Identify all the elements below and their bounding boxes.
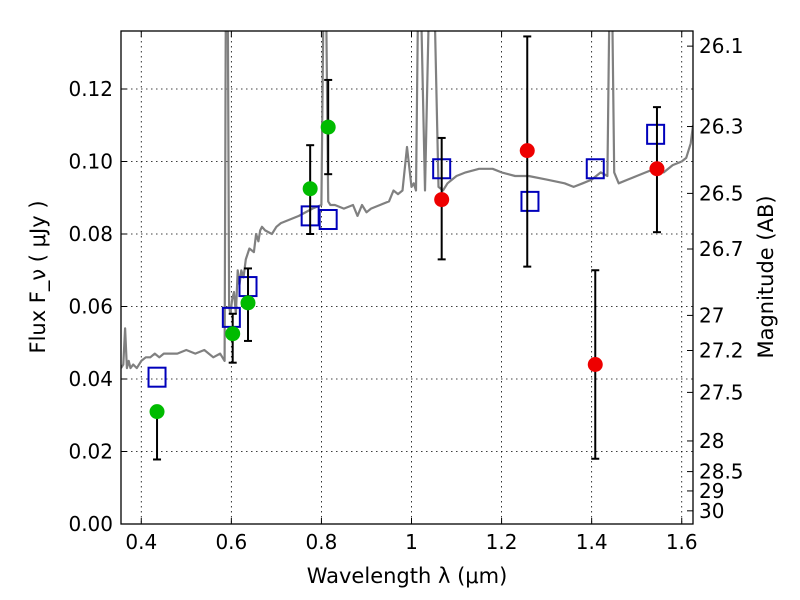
model-photometry-square xyxy=(318,209,338,230)
x-tick-label: 0.8 xyxy=(306,530,338,554)
y-tick-label: 0.04 xyxy=(68,367,113,391)
mag-tick-label: 27.5 xyxy=(699,380,744,404)
x-tick-label: 1 xyxy=(405,530,418,554)
mag-tick-label: 28.5 xyxy=(699,460,744,484)
model-photometry-square xyxy=(147,366,167,388)
y-tick-label: 0.08 xyxy=(68,222,113,246)
observed-photometry-point xyxy=(587,357,603,372)
y-tick-label: 0.00 xyxy=(68,512,113,536)
observed-photometry-point xyxy=(320,119,336,135)
x-tick-label: 1.6 xyxy=(666,530,698,554)
mag-tick-label: 26.3 xyxy=(699,115,744,139)
y-tick-label: 0.06 xyxy=(68,295,113,319)
x-tick-label: 1.4 xyxy=(576,530,608,554)
observed-photometry-point xyxy=(240,295,256,311)
y-axis-title-right-text: Magnitude (AB) xyxy=(754,195,778,358)
mag-tick-label: 30 xyxy=(699,499,724,523)
plot-frame xyxy=(120,30,694,525)
x-axis-title: Wavelength λ (μm) xyxy=(307,564,508,588)
mag-tick-label: 28 xyxy=(699,429,724,453)
observed-photometry-point xyxy=(149,404,165,420)
ticks: 0.4 0.6 0.8 1 1.2 1.4 1.6 0.00 0.02 0.04 0.06 0.08 0… xyxy=(68,31,744,554)
observed-photometry-point xyxy=(225,326,241,342)
mag-tick-label: 26.5 xyxy=(699,181,744,205)
y-tick-label: 0.02 xyxy=(68,440,113,464)
marker-layer xyxy=(147,35,666,461)
model-photometry-square xyxy=(646,123,666,145)
y-axis-title-left-text: Flux F_ν ( μJy ) xyxy=(26,200,51,353)
template-spectrum-line xyxy=(121,31,693,370)
y-axis-title-right: Magnitude (AB) xyxy=(754,195,778,358)
x-tick-label: 1.2 xyxy=(486,530,518,554)
mag-tick-label: 29 xyxy=(699,479,724,503)
observed-photometry-point xyxy=(649,161,665,177)
y-tick-label: 0.10 xyxy=(68,150,113,174)
mag-tick-label: 27.2 xyxy=(699,338,744,362)
x-axis-title-text: Wavelength λ (μm) xyxy=(307,564,508,588)
x-tick-label: 0.6 xyxy=(215,530,247,554)
observed-photometry-point xyxy=(302,181,318,197)
model-photometry-square xyxy=(585,158,605,180)
mag-tick-label: 26.1 xyxy=(699,34,744,58)
plot-area xyxy=(121,31,693,370)
y-axis-title-left: Flux F_ν ( μJy ) xyxy=(26,200,51,353)
observed-photometry-point xyxy=(519,143,535,159)
model-photometry-square xyxy=(520,190,540,212)
x-tick-label: 0.4 xyxy=(125,530,157,554)
observed-photometry-point xyxy=(434,192,450,208)
mag-tick-label: 26.7 xyxy=(699,237,744,261)
mag-tick-label: 27 xyxy=(699,303,724,327)
y-tick-label: 0.12 xyxy=(68,77,113,101)
